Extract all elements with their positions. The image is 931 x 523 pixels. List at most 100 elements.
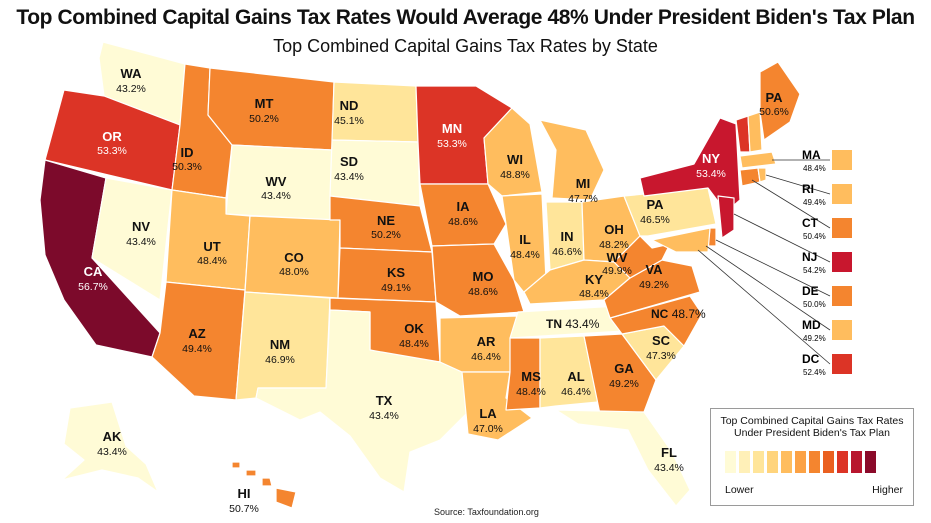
label-ar: AR 46.4% [471, 334, 501, 363]
label-hi: HI 50.7% [229, 486, 259, 515]
label-ms-value: 48.4% [516, 386, 546, 398]
label-ny-code: NY [702, 151, 720, 166]
legend-swatch-6 [795, 451, 806, 473]
label-me-value: 50.6% [759, 106, 789, 118]
legend-title-line2: Under President Biden's Tax Plan [734, 427, 890, 439]
label-nm-value: 46.9% [265, 354, 295, 366]
side-key-code: CT [802, 216, 819, 230]
label-co-value: 48.0% [279, 266, 309, 278]
label-in: IN 46.6% [552, 229, 582, 258]
side-key-code: DC [802, 352, 820, 366]
side-key-value: 49.2% [803, 334, 826, 343]
side-key-md: MD 49.2% [802, 318, 852, 343]
label-sd-code: SD [340, 154, 358, 169]
label-ia-value: 48.6% [448, 216, 478, 228]
legend-high-label: Higher [872, 484, 903, 496]
source-note: Source: Taxfoundation.org [434, 507, 539, 517]
label-ia: IA 48.6% [448, 199, 478, 228]
label-ne-value: 50.2% [371, 229, 401, 241]
label-fl-code: FL [661, 445, 677, 460]
label-in-code: IN [561, 229, 574, 244]
side-key-swatch [832, 286, 852, 306]
label-ca-value: 56.7% [78, 281, 108, 293]
label-nc-code: NC [651, 307, 669, 321]
label-nm: NM 46.9% [265, 337, 295, 366]
side-key-value: 50.4% [803, 232, 826, 241]
label-wa-value: 43.2% [116, 83, 146, 95]
label-ca-code: CA [84, 264, 103, 279]
state-nh [747, 111, 763, 153]
label-hi-code: HI [238, 486, 251, 501]
label-va: VA 49.2% [639, 262, 669, 291]
side-key-value: 50.0% [803, 300, 826, 309]
label-wa: WA 43.2% [116, 66, 146, 95]
label-oh-value: 48.2% [599, 239, 629, 251]
label-al-code: AL [567, 369, 584, 384]
legend-color-scale [725, 451, 876, 473]
legend-swatch-3 [753, 451, 764, 473]
label-ms-code: MS [521, 369, 541, 384]
label-wi-code: WI [507, 152, 523, 167]
side-key-ct: CT 50.4% [802, 216, 852, 241]
side-key-code: NJ [802, 250, 817, 264]
label-ks-code: KS [387, 265, 405, 280]
label-al-value: 46.4% [561, 386, 591, 398]
label-ms: MS 48.4% [516, 369, 546, 398]
label-pa-value: 46.5% [640, 214, 670, 226]
label-mn: MN 53.3% [437, 121, 467, 150]
side-key-code: RI [802, 182, 814, 196]
state-or [44, 89, 181, 191]
label-fl-value: 43.4% [654, 462, 684, 474]
label-fl: FL 43.4% [654, 445, 684, 474]
state-me [759, 61, 801, 141]
label-ut-code: UT [203, 239, 220, 254]
label-pa-code: PA [646, 197, 664, 212]
side-key-value: 52.4% [803, 368, 826, 377]
side-key-value: 54.2% [803, 266, 826, 275]
label-mn-code: MN [442, 121, 462, 136]
label-pa: PA 46.5% [640, 197, 670, 226]
label-sd: SD 43.4% [334, 154, 364, 183]
label-la-value: 47.0% [473, 423, 503, 435]
label-la-code: LA [479, 406, 497, 421]
legend-swatch-10 [851, 451, 862, 473]
label-ga-code: GA [614, 361, 634, 376]
state-ak [61, 401, 159, 493]
label-oh: OH 48.2% [599, 222, 629, 251]
label-wy-code: WV [266, 174, 287, 189]
state-ri [757, 167, 767, 183]
state-wi [483, 107, 543, 197]
label-ga: GA 49.2% [609, 361, 639, 390]
label-nc: NC 48.7% [651, 307, 706, 321]
state-al [539, 335, 599, 409]
chart-subtitle: Top Combined Capital Gains Tax Rates by … [273, 36, 658, 56]
legend-title-line1: Top Combined Capital Gains Tax Rates [720, 415, 904, 427]
side-key-swatch [832, 218, 852, 238]
state-pa [623, 187, 717, 237]
label-az-value: 49.4% [182, 343, 212, 355]
label-mo-code: MO [473, 269, 494, 284]
label-tn-code: TN [546, 317, 562, 331]
label-tn: TN 43.4% [546, 317, 600, 331]
state-ny [639, 117, 741, 213]
legend-swatch-5 [781, 451, 792, 473]
side-key-code: MA [802, 148, 821, 162]
label-sd-value: 43.4% [334, 171, 364, 183]
legend-swatch-1 [725, 451, 736, 473]
label-az-code: AZ [188, 326, 205, 341]
label-ak: AK 43.4% [97, 429, 127, 458]
label-or-value: 53.3% [97, 145, 127, 157]
side-key-de: DE 50.0% [802, 284, 852, 309]
label-mi: MI 47.7% [568, 176, 598, 205]
label-nd: ND 45.1% [334, 98, 364, 127]
label-mi-value: 47.7% [568, 193, 598, 205]
chart-title: Top Combined Capital Gains Tax Rates Wou… [16, 6, 915, 29]
label-mo-value: 48.6% [468, 286, 498, 298]
label-ok-code: OK [404, 321, 424, 336]
